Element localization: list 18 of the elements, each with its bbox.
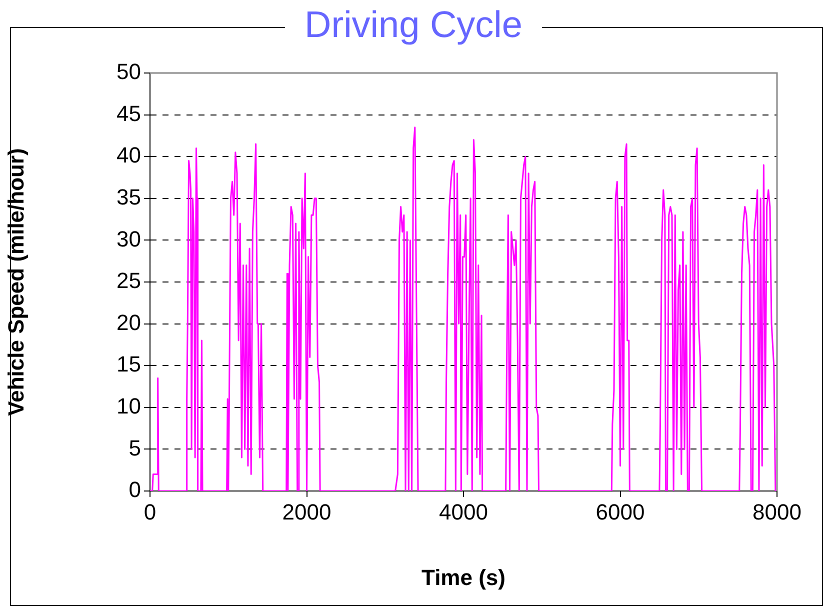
y-tick-label: 5	[128, 435, 141, 460]
y-tick-label: 15	[116, 352, 141, 377]
y-tick-label: 40	[116, 142, 141, 168]
x-tick-label: 6000	[596, 499, 645, 524]
y-tick-label: 20	[116, 310, 141, 335]
y-axis-title: Vehicle Speed (mile/hour)	[3, 148, 28, 416]
y-tick-label: 0	[128, 477, 141, 502]
x-tick-label: 2000	[282, 499, 332, 524]
y-tick-label: 35	[116, 184, 141, 210]
y-tick-label: 10	[116, 393, 141, 418]
x-tick-label: 4000	[439, 499, 488, 524]
x-tick-label: 8000	[752, 499, 802, 524]
y-tick-label: 30	[116, 226, 141, 252]
y-tick-label: 45	[116, 100, 141, 126]
y-tick-label: 50	[116, 59, 141, 84]
chart-title: Driving Cycle	[284, 4, 542, 45]
x-axis-title: Time (s)	[422, 564, 506, 590]
y-tick-label: 25	[116, 268, 141, 294]
